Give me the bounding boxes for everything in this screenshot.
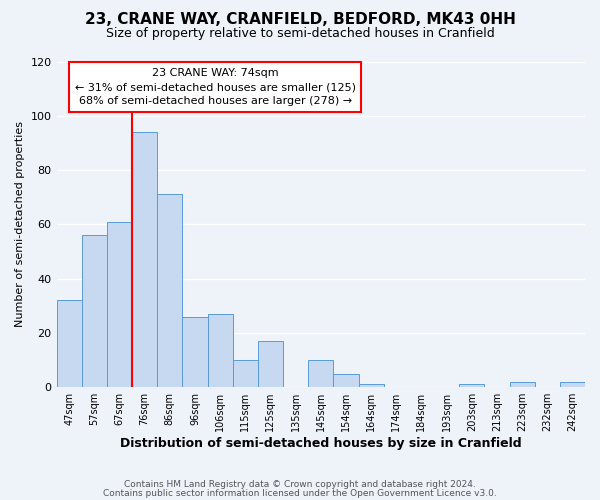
Bar [459,384,484,387]
Bar [82,235,107,387]
Bar [359,384,383,387]
X-axis label: Distribution of semi-detached houses by size in Cranfield: Distribution of semi-detached houses by … [120,437,521,450]
Y-axis label: Number of semi-detached properties: Number of semi-detached properties [15,122,25,328]
Bar [509,382,535,387]
Bar [132,132,157,387]
Bar [107,222,132,387]
Text: 23 CRANE WAY: 74sqm
← 31% of semi-detached houses are smaller (125)
68% of semi-: 23 CRANE WAY: 74sqm ← 31% of semi-detach… [74,68,356,106]
Text: Size of property relative to semi-detached houses in Cranfield: Size of property relative to semi-detach… [106,28,494,40]
Bar [308,360,334,387]
Bar [560,382,585,387]
Text: Contains public sector information licensed under the Open Government Licence v3: Contains public sector information licen… [103,489,497,498]
Bar [56,300,82,387]
Bar [334,374,359,387]
Text: 23, CRANE WAY, CRANFIELD, BEDFORD, MK43 0HH: 23, CRANE WAY, CRANFIELD, BEDFORD, MK43 … [85,12,515,28]
Bar [258,341,283,387]
Bar [182,316,208,387]
Bar [208,314,233,387]
Bar [233,360,258,387]
Text: Contains HM Land Registry data © Crown copyright and database right 2024.: Contains HM Land Registry data © Crown c… [124,480,476,489]
Bar [157,194,182,387]
